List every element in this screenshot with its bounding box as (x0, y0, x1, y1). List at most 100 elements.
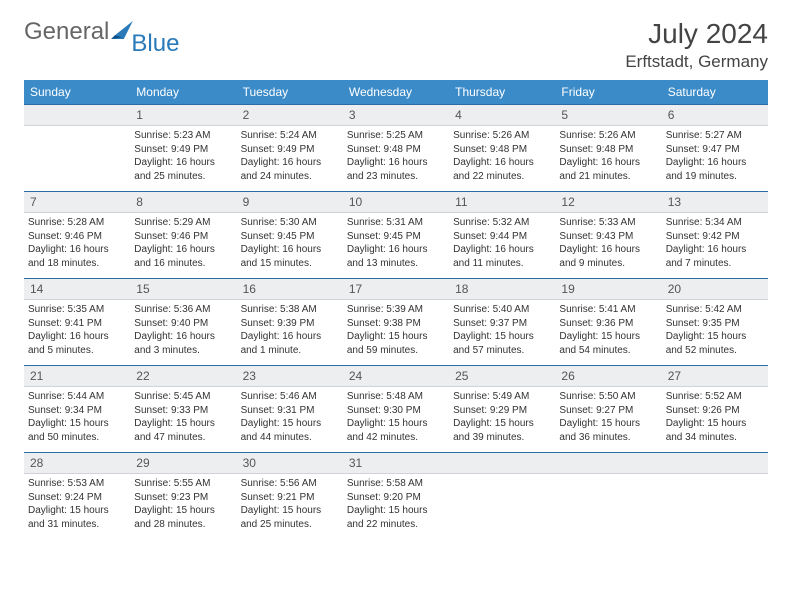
sunrise-text: Sunrise: 5:52 AM (666, 390, 764, 404)
brand-logo: General Blue (24, 18, 183, 46)
day-data-cell: Sunrise: 5:24 AMSunset: 9:49 PMDaylight:… (237, 126, 343, 192)
daylight-text: Daylight: 16 hours (241, 243, 339, 257)
day-number-cell (662, 453, 768, 474)
day-data-cell: Sunrise: 5:56 AMSunset: 9:21 PMDaylight:… (237, 474, 343, 540)
day-data-cell: Sunrise: 5:42 AMSunset: 9:35 PMDaylight:… (662, 300, 768, 366)
sunset-text: Sunset: 9:27 PM (559, 404, 657, 418)
brand-word-1: General (24, 18, 109, 46)
daylight-text: and 3 minutes. (134, 344, 232, 358)
daylight-text: and 15 minutes. (241, 257, 339, 271)
sunset-text: Sunset: 9:29 PM (453, 404, 551, 418)
day-data-cell: Sunrise: 5:38 AMSunset: 9:39 PMDaylight:… (237, 300, 343, 366)
day-number-cell: 1 (130, 105, 236, 126)
daylight-text: and 22 minutes. (453, 170, 551, 184)
daylight-text: and 11 minutes. (453, 257, 551, 271)
brand-word-2: Blue (131, 30, 179, 58)
day-data-cell: Sunrise: 5:36 AMSunset: 9:40 PMDaylight:… (130, 300, 236, 366)
daylight-text: Daylight: 15 hours (134, 417, 232, 431)
daylight-text: and 57 minutes. (453, 344, 551, 358)
daylight-text: and 34 minutes. (666, 431, 764, 445)
day-number-row: 28293031 (24, 453, 768, 474)
day-number-cell: 24 (343, 366, 449, 387)
daylight-text: and 42 minutes. (347, 431, 445, 445)
day-number-row: 21222324252627 (24, 366, 768, 387)
daylight-text: Daylight: 16 hours (241, 156, 339, 170)
daylight-text: and 52 minutes. (666, 344, 764, 358)
day-data-cell: Sunrise: 5:58 AMSunset: 9:20 PMDaylight:… (343, 474, 449, 540)
daylight-text: Daylight: 15 hours (666, 417, 764, 431)
sunset-text: Sunset: 9:24 PM (28, 491, 126, 505)
day-data-cell: Sunrise: 5:26 AMSunset: 9:48 PMDaylight:… (449, 126, 555, 192)
sunset-text: Sunset: 9:37 PM (453, 317, 551, 331)
sunset-text: Sunset: 9:46 PM (28, 230, 126, 244)
daylight-text: and 44 minutes. (241, 431, 339, 445)
daylight-text: Daylight: 15 hours (347, 330, 445, 344)
daylight-text: Daylight: 16 hours (347, 156, 445, 170)
sunrise-text: Sunrise: 5:23 AM (134, 129, 232, 143)
weekday-header: Sunday (24, 80, 130, 105)
daylight-text: Daylight: 16 hours (134, 156, 232, 170)
day-data-cell: Sunrise: 5:53 AMSunset: 9:24 PMDaylight:… (24, 474, 130, 540)
sunrise-text: Sunrise: 5:32 AM (453, 216, 551, 230)
day-number-cell: 21 (24, 366, 130, 387)
daylight-text: Daylight: 15 hours (666, 330, 764, 344)
daylight-text: and 24 minutes. (241, 170, 339, 184)
sunrise-text: Sunrise: 5:50 AM (559, 390, 657, 404)
day-number-cell (555, 453, 661, 474)
daylight-text: Daylight: 16 hours (134, 243, 232, 257)
day-number-cell: 23 (237, 366, 343, 387)
day-number-row: 14151617181920 (24, 279, 768, 300)
day-number-cell: 20 (662, 279, 768, 300)
daylight-text: Daylight: 15 hours (559, 417, 657, 431)
sunset-text: Sunset: 9:34 PM (28, 404, 126, 418)
sunrise-text: Sunrise: 5:40 AM (453, 303, 551, 317)
day-number-cell: 25 (449, 366, 555, 387)
weekday-header: Thursday (449, 80, 555, 105)
sunset-text: Sunset: 9:38 PM (347, 317, 445, 331)
day-number-cell: 16 (237, 279, 343, 300)
day-number-cell: 5 (555, 105, 661, 126)
day-number-cell: 12 (555, 192, 661, 213)
daylight-text: Daylight: 15 hours (453, 330, 551, 344)
day-data-cell (555, 474, 661, 540)
day-number-cell: 18 (449, 279, 555, 300)
daylight-text: Daylight: 15 hours (134, 504, 232, 518)
day-number-cell: 26 (555, 366, 661, 387)
daylight-text: and 39 minutes. (453, 431, 551, 445)
sunset-text: Sunset: 9:49 PM (134, 143, 232, 157)
weekday-header: Friday (555, 80, 661, 105)
sunset-text: Sunset: 9:41 PM (28, 317, 126, 331)
day-number-cell: 7 (24, 192, 130, 213)
daylight-text: Daylight: 15 hours (241, 417, 339, 431)
day-number-row: 123456 (24, 105, 768, 126)
sunrise-text: Sunrise: 5:28 AM (28, 216, 126, 230)
day-data-row: Sunrise: 5:35 AMSunset: 9:41 PMDaylight:… (24, 300, 768, 366)
weekday-header: Monday (130, 80, 236, 105)
sunrise-text: Sunrise: 5:38 AM (241, 303, 339, 317)
sunrise-text: Sunrise: 5:27 AM (666, 129, 764, 143)
sunrise-text: Sunrise: 5:34 AM (666, 216, 764, 230)
day-number-cell: 2 (237, 105, 343, 126)
sunrise-text: Sunrise: 5:25 AM (347, 129, 445, 143)
sunset-text: Sunset: 9:20 PM (347, 491, 445, 505)
sunset-text: Sunset: 9:46 PM (134, 230, 232, 244)
day-data-cell: Sunrise: 5:26 AMSunset: 9:48 PMDaylight:… (555, 126, 661, 192)
sunset-text: Sunset: 9:43 PM (559, 230, 657, 244)
day-data-cell: Sunrise: 5:55 AMSunset: 9:23 PMDaylight:… (130, 474, 236, 540)
day-data-row: Sunrise: 5:23 AMSunset: 9:49 PMDaylight:… (24, 126, 768, 192)
day-data-cell (449, 474, 555, 540)
day-data-cell: Sunrise: 5:46 AMSunset: 9:31 PMDaylight:… (237, 387, 343, 453)
daylight-text: Daylight: 15 hours (453, 417, 551, 431)
sunset-text: Sunset: 9:23 PM (134, 491, 232, 505)
daylight-text: and 31 minutes. (28, 518, 126, 532)
sunset-text: Sunset: 9:31 PM (241, 404, 339, 418)
daylight-text: and 59 minutes. (347, 344, 445, 358)
sunrise-text: Sunrise: 5:46 AM (241, 390, 339, 404)
daylight-text: Daylight: 15 hours (347, 504, 445, 518)
daylight-text: and 16 minutes. (134, 257, 232, 271)
sunrise-text: Sunrise: 5:44 AM (28, 390, 126, 404)
daylight-text: Daylight: 16 hours (453, 156, 551, 170)
day-number-cell: 27 (662, 366, 768, 387)
page-title: July 2024 (625, 18, 768, 50)
day-data-cell: Sunrise: 5:28 AMSunset: 9:46 PMDaylight:… (24, 213, 130, 279)
